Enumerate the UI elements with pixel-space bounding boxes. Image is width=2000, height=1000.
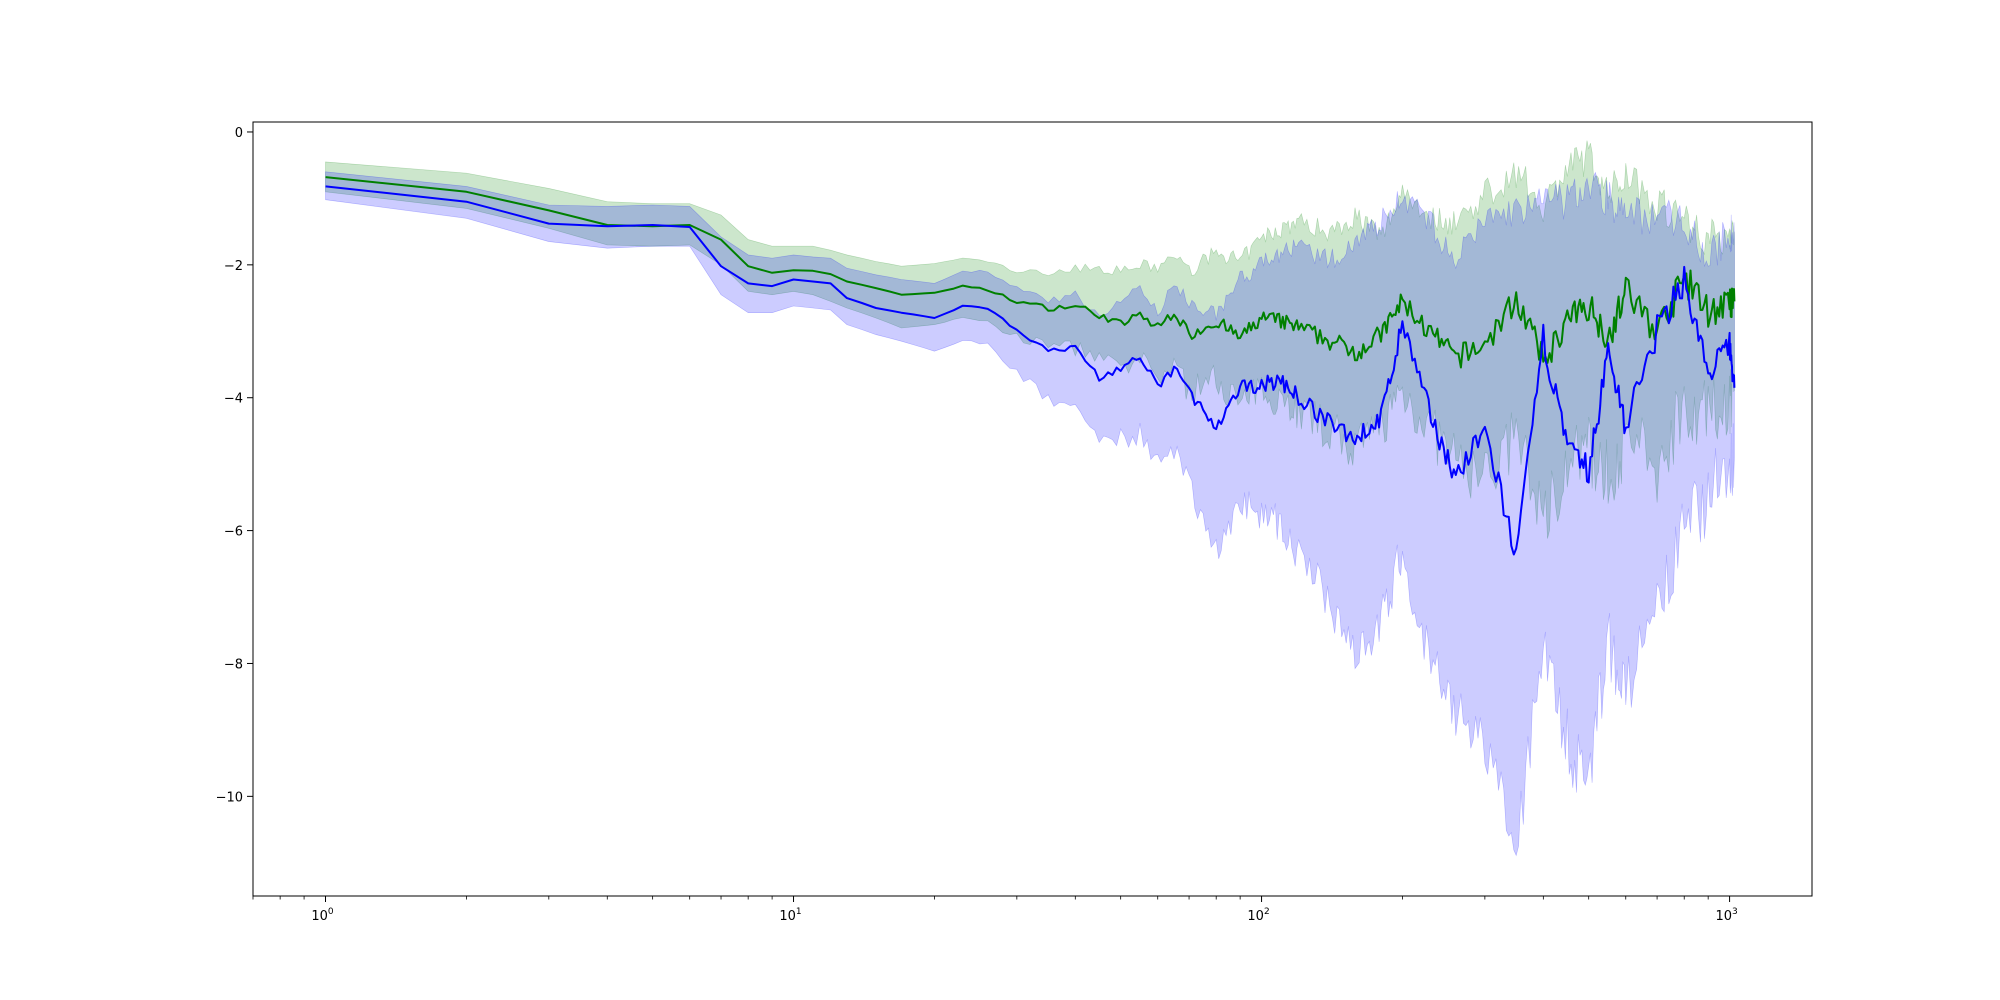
- series-line-2: [325, 185, 1736, 556]
- x-tick-label: 101: [779, 907, 801, 924]
- x-tick-label: 102: [1247, 907, 1269, 924]
- y-tick-label: −4: [224, 392, 243, 407]
- y-tick-label: −10: [216, 790, 243, 805]
- y-axis: 0 −2 −4 −6 −8 −10: [216, 126, 253, 805]
- y-tick-label: −8: [224, 657, 243, 672]
- confidence-band-2: [325, 171, 1735, 857]
- x-tick-label: 103: [1715, 907, 1737, 924]
- plot-area-frame: [252, 121, 1813, 897]
- series-lines: [325, 176, 1736, 556]
- series-line-1: [325, 176, 1736, 369]
- x-tick-label: 100: [311, 907, 334, 924]
- y-tick-label: 0: [235, 126, 243, 141]
- y-tick-label: −6: [224, 525, 243, 540]
- y-tick-label: −2: [224, 259, 243, 274]
- x-axis: 100 101 102 103: [252, 896, 1738, 924]
